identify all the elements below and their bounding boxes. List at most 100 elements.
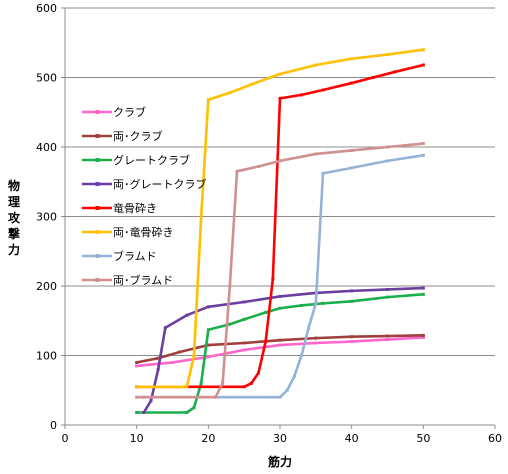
- x-tick-label: 60: [488, 432, 502, 445]
- series-point: [371, 76, 375, 79]
- series-line-6: [135, 48, 425, 389]
- series-point: [350, 289, 354, 293]
- series-point: [285, 388, 289, 392]
- series-point: [221, 381, 225, 385]
- series-point: [135, 385, 139, 389]
- series-point: [321, 171, 325, 175]
- x-tick-label: 40: [345, 432, 359, 445]
- series-point: [278, 306, 282, 310]
- series-point: [321, 88, 325, 92]
- series-point: [300, 354, 303, 357]
- series-point: [264, 310, 268, 314]
- series-point: [257, 164, 260, 168]
- series-point: [307, 326, 311, 330]
- gridlines: [65, 7, 495, 356]
- series-point: [278, 395, 282, 399]
- series-point: [156, 367, 160, 371]
- series-point: [199, 215, 203, 218]
- series-point: [206, 355, 210, 359]
- series-point: [386, 338, 389, 342]
- series-point: [214, 395, 217, 399]
- series-point: [156, 356, 160, 360]
- series-point: [228, 91, 232, 95]
- series-point: [149, 399, 153, 403]
- series-point: [350, 166, 354, 170]
- x-tick-label: 50: [416, 432, 430, 445]
- series-point: [135, 410, 139, 414]
- series-point: [350, 335, 354, 339]
- y-tick-label: 500: [36, 72, 57, 85]
- series-point: [242, 348, 246, 352]
- y-tick-label: 400: [36, 141, 57, 154]
- legend-label: グレートクラブ: [113, 153, 190, 167]
- series-point: [386, 334, 389, 338]
- series-point: [350, 148, 354, 152]
- series-point: [135, 364, 139, 368]
- legend-label: クラブ: [113, 105, 146, 119]
- series-point: [278, 294, 282, 298]
- series-point: [350, 340, 354, 344]
- series-point: [192, 354, 196, 357]
- series-point: [242, 300, 246, 304]
- y-tick-label: 300: [36, 211, 57, 224]
- series-point: [235, 169, 239, 173]
- legend-label: 両･ブラムド: [113, 273, 173, 287]
- series-point: [206, 343, 210, 347]
- y-tick-label: 0: [50, 419, 57, 432]
- series-point: [314, 152, 318, 156]
- legend-marker: [95, 182, 100, 186]
- series-line-4: [142, 286, 425, 414]
- axis-titles: 筋力 物理攻撃力: [8, 178, 292, 469]
- x-tick-label: 0: [62, 432, 69, 445]
- series-point: [185, 410, 189, 414]
- legend-label: 竜骨砕き: [113, 201, 157, 215]
- series-point: [228, 284, 232, 288]
- series-point: [171, 360, 174, 364]
- series-point: [242, 385, 246, 389]
- series-point: [192, 406, 196, 410]
- series-point: [421, 142, 425, 146]
- series-point: [292, 374, 296, 378]
- series-lines: [135, 48, 425, 414]
- series-point: [271, 277, 275, 281]
- series-point: [386, 53, 389, 57]
- series-point: [206, 305, 210, 309]
- series-point: [421, 292, 425, 296]
- series-point: [386, 295, 389, 299]
- y-tick-label: 600: [36, 2, 57, 15]
- series-point: [264, 340, 268, 344]
- legend-marker: [95, 110, 100, 114]
- series-point: [421, 48, 425, 52]
- series-line-3: [135, 293, 425, 414]
- series-point: [350, 299, 354, 303]
- series-point: [300, 303, 303, 307]
- series-point: [314, 336, 318, 340]
- series-point: [199, 381, 203, 385]
- y-axis-title: 物理攻撃力: [8, 178, 21, 257]
- series-line-2: [135, 334, 425, 364]
- x-tick-label: 10: [130, 432, 144, 445]
- series-point: [242, 317, 246, 321]
- legend-marker: [95, 230, 100, 234]
- series-point: [386, 287, 389, 291]
- series-point: [386, 145, 389, 149]
- series-point: [278, 338, 282, 342]
- series-point: [257, 371, 260, 375]
- legend-marker: [95, 278, 100, 282]
- series-point: [142, 410, 146, 414]
- series-point: [135, 360, 139, 364]
- series-point: [185, 385, 189, 389]
- x-axis-title: 筋力: [267, 454, 292, 469]
- axes: 0 100 200 300 400 500 600 0 10 20 30 40 50 60: [36, 2, 502, 445]
- series-point: [135, 395, 139, 399]
- series-point: [178, 350, 182, 354]
- legend-marker: [95, 254, 100, 258]
- series-point: [421, 335, 425, 339]
- legend-marker: [95, 134, 100, 138]
- legend-marker: [95, 206, 100, 210]
- series-point: [350, 81, 354, 85]
- legend-label: 両･竜骨砕き: [113, 225, 174, 239]
- series-point: [278, 159, 282, 163]
- x-tick-label: 20: [201, 432, 215, 445]
